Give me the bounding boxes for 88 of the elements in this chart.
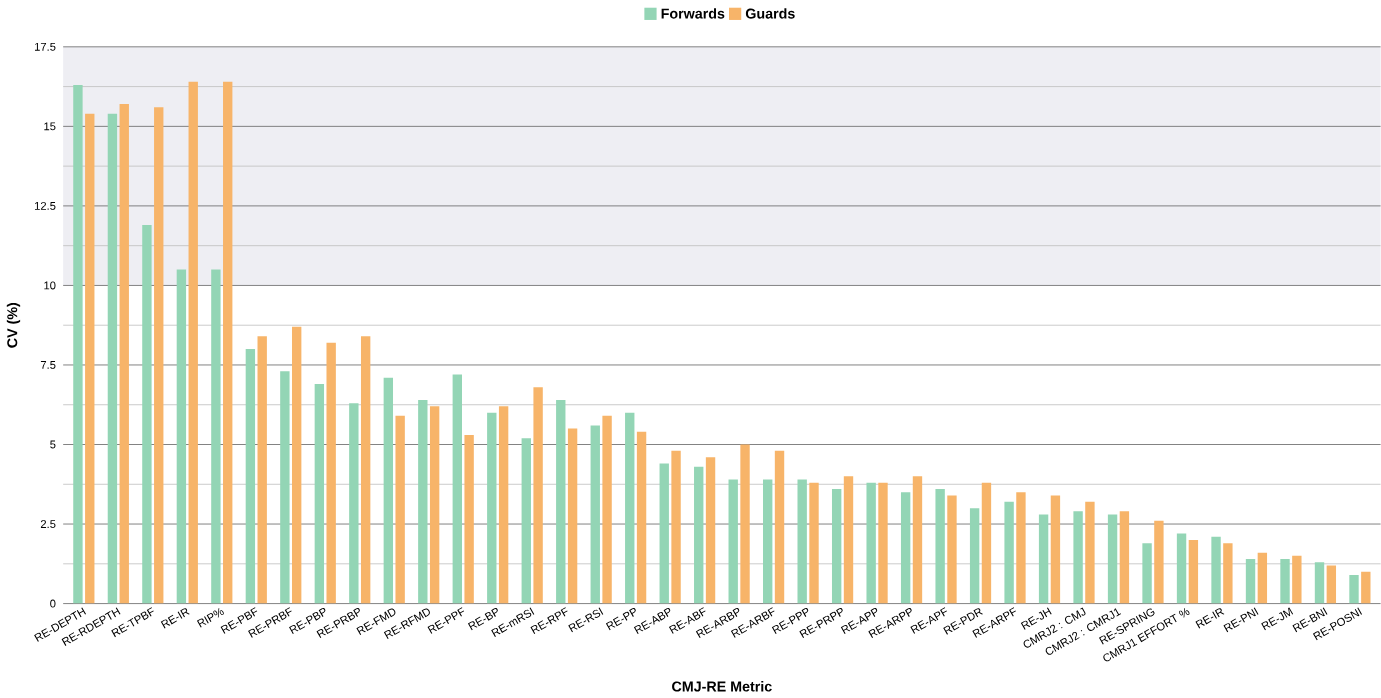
bar bbox=[843, 476, 854, 604]
bar bbox=[1349, 574, 1359, 604]
bar bbox=[521, 437, 531, 604]
bar bbox=[705, 457, 716, 604]
bar bbox=[326, 342, 336, 604]
y-tick-label: 2.5 bbox=[40, 519, 56, 528]
bar bbox=[1361, 571, 1371, 604]
bar bbox=[245, 348, 256, 604]
bar bbox=[349, 402, 359, 604]
bar bbox=[280, 371, 290, 604]
bar bbox=[567, 428, 578, 604]
bar bbox=[1085, 501, 1095, 604]
bar bbox=[223, 81, 233, 604]
bar bbox=[797, 479, 807, 604]
bar bbox=[1326, 565, 1337, 604]
bar bbox=[866, 482, 876, 604]
y-tick-label: 17.5 bbox=[34, 42, 56, 51]
bar bbox=[119, 103, 129, 604]
bar bbox=[625, 412, 635, 604]
bar bbox=[107, 113, 118, 604]
bar bbox=[694, 466, 704, 604]
bar bbox=[774, 450, 785, 604]
bar bbox=[533, 387, 543, 604]
bar bbox=[257, 336, 267, 604]
bar bbox=[1280, 558, 1290, 604]
bar bbox=[1176, 533, 1187, 604]
bar bbox=[314, 383, 325, 604]
bar bbox=[728, 479, 738, 604]
bar bbox=[1257, 552, 1268, 604]
bar bbox=[1188, 539, 1199, 604]
y-tick-label: 10 bbox=[44, 281, 56, 290]
bar bbox=[809, 482, 819, 604]
bar bbox=[659, 463, 669, 604]
bar bbox=[395, 415, 405, 604]
bar bbox=[211, 269, 221, 604]
bar bbox=[1050, 495, 1061, 604]
bar bbox=[429, 406, 440, 604]
bar bbox=[360, 336, 371, 604]
bar bbox=[1038, 514, 1049, 604]
bar bbox=[73, 84, 83, 604]
bar bbox=[671, 450, 681, 604]
bar bbox=[1211, 536, 1221, 604]
bar bbox=[969, 507, 980, 604]
bar bbox=[464, 434, 474, 604]
y-tick-label: 0 bbox=[50, 599, 56, 608]
bar bbox=[85, 113, 95, 604]
bar bbox=[912, 476, 923, 604]
bar bbox=[763, 479, 773, 604]
bar bbox=[1073, 511, 1083, 604]
y-axis-title: CV (%) bbox=[6, 302, 21, 348]
bar bbox=[292, 326, 302, 604]
bar bbox=[498, 406, 509, 604]
bar bbox=[383, 377, 394, 604]
bar bbox=[831, 488, 842, 604]
bar bbox=[935, 488, 945, 604]
y-tick-label: 15 bbox=[44, 122, 56, 131]
bar bbox=[1314, 562, 1325, 604]
bar bbox=[878, 482, 888, 604]
bar bbox=[636, 431, 647, 604]
y-tick-label: 12.5 bbox=[34, 201, 56, 210]
bar bbox=[176, 269, 187, 604]
bar bbox=[154, 107, 164, 604]
bar bbox=[1245, 558, 1256, 604]
bar bbox=[1119, 511, 1130, 604]
bar bbox=[487, 412, 497, 604]
bar bbox=[1107, 514, 1118, 604]
legend-label: Guards bbox=[745, 8, 795, 19]
bar bbox=[947, 495, 957, 604]
bar bbox=[1142, 542, 1152, 604]
y-tick-label: 7.5 bbox=[40, 360, 56, 369]
x-axis-title: CMJ-RE Metric bbox=[672, 680, 772, 692]
bar bbox=[740, 444, 750, 604]
bar bbox=[452, 374, 462, 604]
bar bbox=[981, 482, 992, 604]
legend-label: Forwards bbox=[661, 8, 725, 19]
bar bbox=[590, 425, 600, 604]
bar bbox=[556, 399, 566, 604]
bar bbox=[1292, 555, 1302, 604]
bar bbox=[142, 224, 152, 604]
bar bbox=[1004, 501, 1014, 604]
bar bbox=[1016, 492, 1026, 604]
bar bbox=[418, 399, 428, 604]
bar bbox=[900, 492, 911, 604]
bar bbox=[1223, 542, 1233, 604]
bar bbox=[602, 415, 612, 604]
y-tick-label: 5 bbox=[50, 440, 56, 449]
bar bbox=[1154, 520, 1164, 604]
bar bbox=[188, 81, 198, 604]
